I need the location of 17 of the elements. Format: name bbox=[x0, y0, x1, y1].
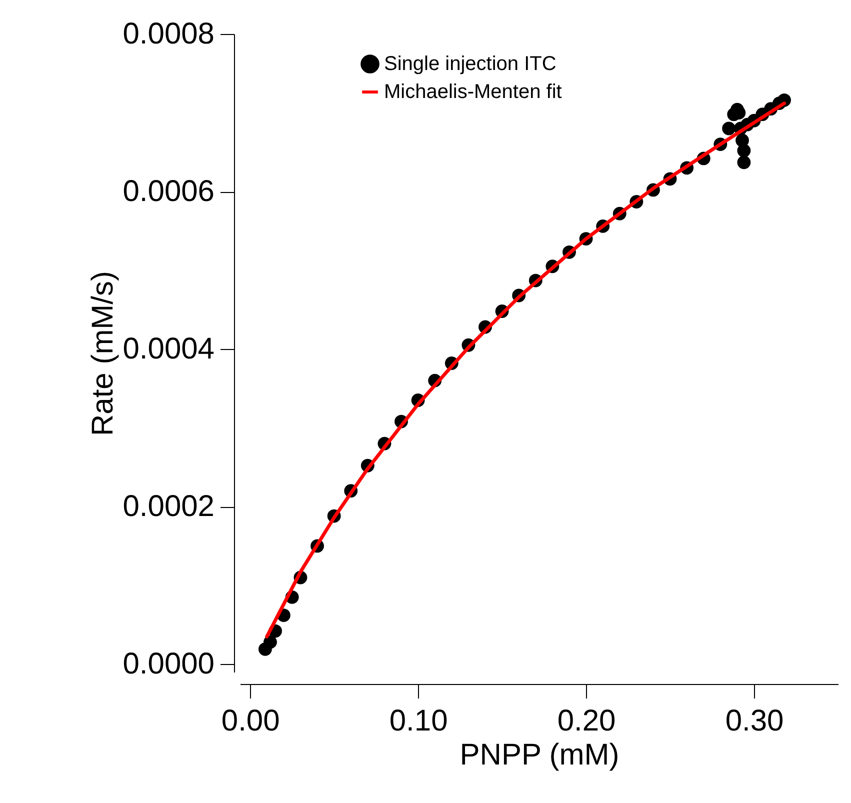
x-tick-label: 0.30 bbox=[725, 704, 784, 738]
x-tick-label: 0.10 bbox=[389, 704, 448, 738]
y-axis-title: Rate (mM/s) bbox=[86, 271, 120, 436]
x-axis-title: PNPP (mM) bbox=[460, 738, 620, 772]
legend-label: Single injection ITC bbox=[384, 53, 556, 75]
x-tick-label: 0.20 bbox=[557, 704, 616, 738]
point bbox=[737, 144, 751, 158]
x-tick-label: 0.00 bbox=[221, 704, 280, 738]
y-tick-label: 0.0004 bbox=[122, 332, 214, 366]
point bbox=[264, 635, 277, 649]
y-tick-label: 0.0006 bbox=[122, 175, 214, 208]
legend-label: Michaelis-Menten fit bbox=[384, 81, 562, 103]
point bbox=[737, 156, 751, 170]
point bbox=[722, 122, 736, 136]
y-tick-label: 0.0002 bbox=[122, 490, 214, 524]
y-tick-label: 0.0000 bbox=[122, 648, 214, 681]
y-tick-label: 0.0008 bbox=[122, 18, 214, 50]
